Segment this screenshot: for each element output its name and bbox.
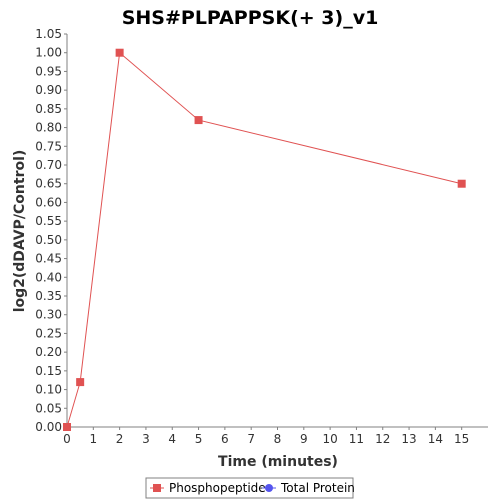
plot-background <box>67 34 488 427</box>
x-tick-label: 4 <box>168 432 176 446</box>
plot-area <box>66 34 488 428</box>
x-tick-label: 10 <box>322 432 337 446</box>
x-tick-label: 6 <box>221 432 229 446</box>
data-point <box>457 179 466 188</box>
legend-marker-circle <box>265 484 273 492</box>
y-tick-label: 0.60 <box>35 195 62 209</box>
y-tick-label: 0.75 <box>35 139 62 153</box>
y-tick-label: 0.25 <box>35 326 62 340</box>
y-tick-label: 0.45 <box>35 252 62 266</box>
y-tick-label: 0.20 <box>35 345 62 359</box>
x-axis-label: Time (minutes) <box>218 454 338 470</box>
y-tick-label: 1.05 <box>35 27 62 41</box>
y-tick-label: 0.95 <box>35 64 62 78</box>
data-point <box>194 116 203 125</box>
y-tick-label: 0.80 <box>35 121 62 135</box>
y-tick-label: 0.40 <box>35 270 62 284</box>
series-layer <box>63 48 466 431</box>
x-tick-label: 15 <box>454 432 469 446</box>
y-axis-label: log2(dDAVP/Control) <box>12 150 28 313</box>
legend-box <box>145 477 354 499</box>
y-tick-label: 0.85 <box>35 102 62 116</box>
x-tick-label: 7 <box>247 432 255 446</box>
y-tick-label: 0.65 <box>35 177 62 191</box>
y-tick-label: 1.00 <box>35 46 62 60</box>
x-tick-label: 8 <box>274 432 282 446</box>
x-tick-label: 5 <box>195 432 203 446</box>
y-tick-label: 0.55 <box>35 214 62 228</box>
x-tick-label: 11 <box>349 432 364 446</box>
legend-label-0: Phosphopeptide <box>169 481 266 495</box>
y-tick-label: 0.15 <box>35 364 62 378</box>
y-tick-label: 0.00 <box>35 420 62 434</box>
x-tick-label: 1 <box>89 432 97 446</box>
legend-marker-square <box>153 484 161 492</box>
x-tick-label: 2 <box>116 432 124 446</box>
legend-label-1: Total Protein <box>280 481 355 495</box>
x-tick-label: 0 <box>63 432 71 446</box>
data-point <box>63 423 71 431</box>
y-tick-label: 0.30 <box>35 308 62 322</box>
y-axis-ticks: 0.00 0.05 0.10 0.15 0.20 0.25 0.30 0.35 0.40 0.45… <box>35 27 67 434</box>
x-tick-label: 12 <box>375 432 390 446</box>
y-tick-label: 0.70 <box>35 158 62 172</box>
y-tick-label: 0.50 <box>35 233 62 247</box>
x-tick-label: 3 <box>142 432 150 446</box>
legend: Phosphopeptide Total Protein <box>145 477 355 499</box>
y-tick-label: 0.05 <box>35 401 62 415</box>
x-tick-label: 14 <box>428 432 443 446</box>
x-tick-label: 9 <box>300 432 308 446</box>
chart-title: SHS#PLPAPPSK(+ 3)_v1 <box>122 7 379 29</box>
data-point <box>76 378 85 387</box>
x-axis-ticks: 0 1 2 3 4 5 6 7 8 9 10 11 12 13 14 15 <box>63 427 469 446</box>
y-tick-label: 0.90 <box>35 83 62 97</box>
data-point <box>115 48 124 57</box>
x-tick-label: 13 <box>401 432 416 446</box>
y-tick-label: 0.35 <box>35 289 62 303</box>
y-tick-label: 0.10 <box>35 383 62 397</box>
